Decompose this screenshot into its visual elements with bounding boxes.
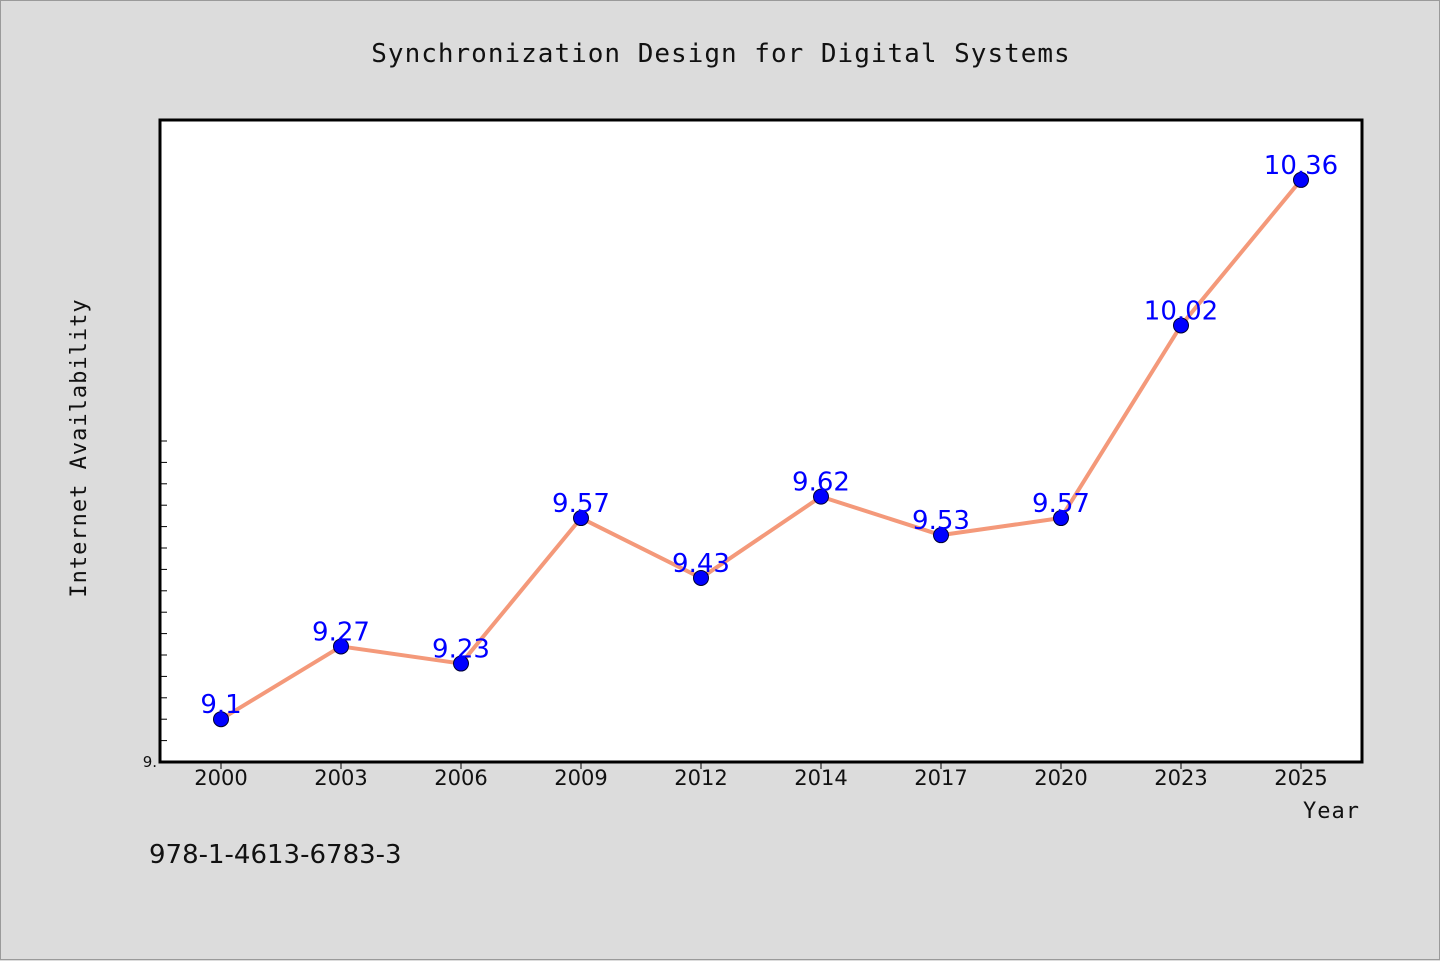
data-point bbox=[1293, 171, 1309, 188]
data-label: 10.36 bbox=[1264, 151, 1338, 181]
isbn-text: 978-1-4613-6783-3 bbox=[149, 840, 402, 870]
series-line bbox=[219, 178, 1303, 721]
data-point bbox=[333, 638, 349, 655]
data-label: 9.53 bbox=[912, 506, 970, 536]
x-tick-label: 2014 bbox=[794, 766, 847, 790]
x-tick-label: 2025 bbox=[1274, 766, 1327, 790]
x-tick-label: 2020 bbox=[1034, 766, 1087, 790]
y-tick-label: 9. bbox=[143, 753, 157, 771]
data-point bbox=[933, 527, 949, 544]
data-label: 9.27 bbox=[312, 617, 370, 647]
data-label: 9.62 bbox=[792, 468, 850, 498]
data-label: 9.23 bbox=[432, 635, 490, 665]
x-axis-ticks: 2000 2003 2006 2009 2012 2014 2017 2020 2023 2025 bbox=[194, 762, 1328, 790]
data-point bbox=[813, 488, 829, 505]
x-tick-label: 2012 bbox=[674, 766, 727, 790]
data-label: 9.1 bbox=[200, 690, 241, 720]
data-point bbox=[453, 655, 469, 672]
x-tick-label: 2003 bbox=[314, 766, 367, 790]
y-axis-label: Internet Availability bbox=[67, 298, 92, 597]
plot-area bbox=[158, 118, 1364, 764]
x-tick-label: 2006 bbox=[434, 766, 487, 790]
y-axis-ticks: 9. bbox=[143, 440, 167, 771]
data-label-group: 9.1 9.27 9.23 9.57 9.43 9.62 9.53 9.57 10.02 10.3… bbox=[200, 151, 1338, 720]
x-tick-label: 2009 bbox=[554, 766, 607, 790]
chart-title: Synchronization Design for Digital Syste… bbox=[371, 39, 1070, 69]
data-point bbox=[213, 711, 229, 728]
data-label: 9.43 bbox=[672, 549, 730, 579]
data-label: 10.02 bbox=[1144, 296, 1218, 326]
data-point bbox=[693, 569, 709, 586]
x-tick-label: 2000 bbox=[194, 766, 247, 790]
x-axis-label: Year bbox=[1303, 799, 1360, 824]
x-tick-label: 2017 bbox=[914, 766, 967, 790]
x-tick-label: 2023 bbox=[1154, 766, 1207, 790]
data-point bbox=[1173, 317, 1189, 334]
data-label: 9.57 bbox=[552, 489, 610, 519]
series-line-group bbox=[213, 171, 1309, 728]
data-point bbox=[1053, 510, 1069, 527]
data-point bbox=[573, 510, 589, 527]
data-label: 9.57 bbox=[1032, 489, 1090, 519]
